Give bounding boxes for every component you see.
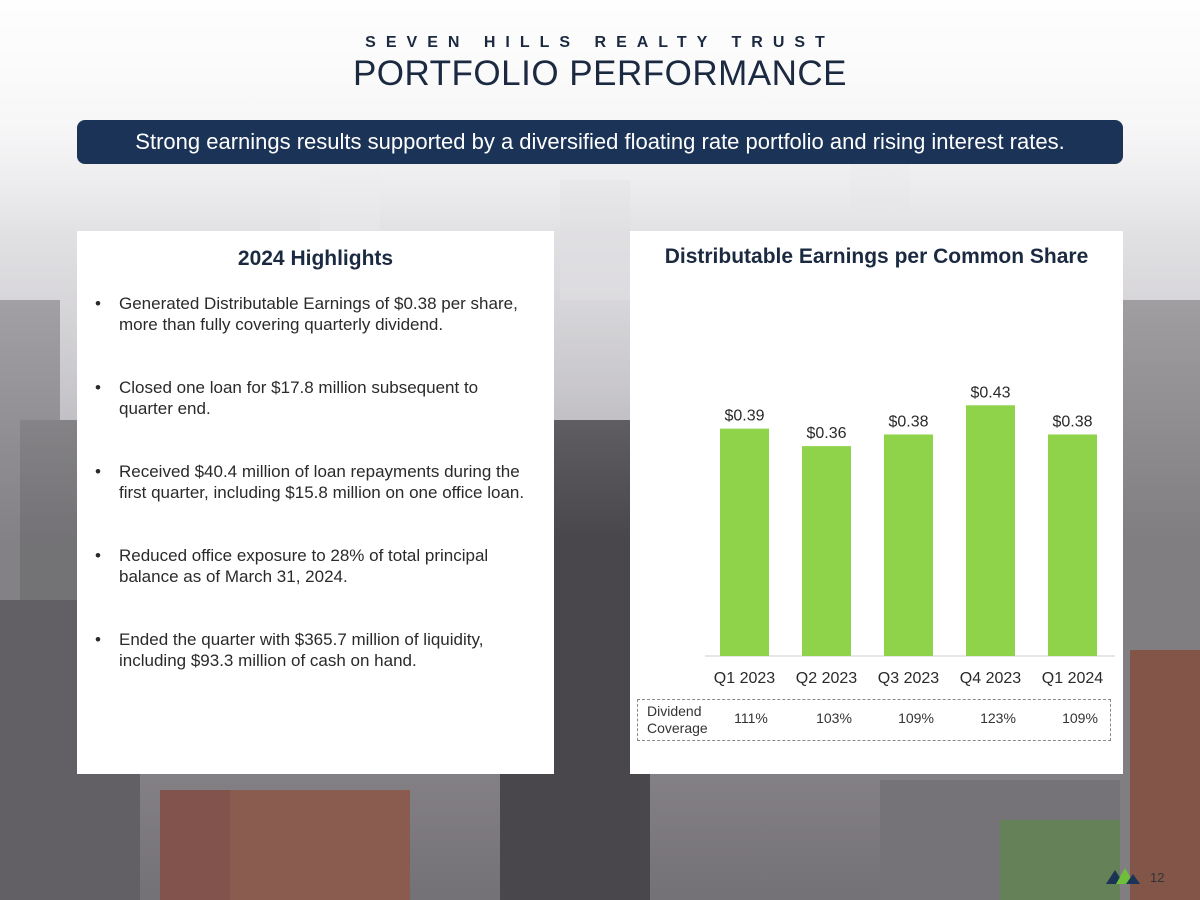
x-tick-label: Q1 2024 [1042, 670, 1103, 687]
brand-name: SEVEN HILLS REALTY TRUST [365, 34, 835, 51]
coverage-value: 123% [980, 710, 1016, 726]
list-item: • Ended the quarter with $365.7 million o… [95, 629, 535, 671]
bullet-icon: • [95, 546, 101, 565]
data-label: $0.36 [806, 425, 846, 442]
coverage-value: 111% [734, 710, 768, 726]
bullet-icon: • [95, 630, 101, 649]
x-tick-label: Q1 2023 [714, 670, 775, 687]
bar-chart: $0.39 Q1 2023 $0.36 Q2 2023 $0.38 Q3 2023 $0.4… [705, 384, 1115, 687]
bar-q4-2023 [966, 405, 1015, 656]
summary-banner: Strong earnings results supported by a d… [77, 120, 1123, 164]
chart-title: Distributable Earnings per Common Share [664, 245, 1089, 268]
data-label: $0.38 [1052, 413, 1092, 430]
bar-q2-2023 [802, 446, 851, 656]
bullet-icon: • [95, 378, 101, 397]
data-label: $0.39 [724, 408, 764, 425]
page-title: PORTFOLIO PERFORMANCE [352, 54, 848, 93]
list-item: • Closed one loan for $17.8 million subse… [95, 377, 535, 419]
list-item-text: Reduced office exposure to 28% of total … [119, 546, 489, 586]
list-item: • Generated Distributable Earnings of $0.… [95, 293, 535, 335]
bar-q1-2023 [720, 428, 769, 656]
bullet-icon: • [95, 294, 101, 313]
bar-q3-2023 [884, 434, 933, 656]
highlights-list: • Generated Distributable Earnings of $0.… [95, 293, 535, 713]
bar-q1-2024 [1048, 434, 1097, 656]
chart-card: Distributable Earnings per Common Share … [630, 231, 1123, 774]
x-tick-label: Q2 2023 [796, 670, 857, 687]
dividend-coverage-row: Dividend Coverage 111% 103% 109% 123% 10… [637, 699, 1111, 741]
list-item-text: Closed one loan for $17.8 million subseq… [119, 378, 479, 418]
coverage-value: 103% [816, 710, 852, 726]
coverage-value: 109% [898, 710, 934, 726]
list-item-text: Generated Distributable Earnings of $0.3… [119, 294, 518, 334]
list-item-text: Ended the quarter with $365.7 million of… [119, 630, 484, 670]
data-label: $0.38 [888, 413, 928, 430]
highlights-card: 2024 Highlights • Generated Distributable… [77, 231, 554, 774]
bullet-icon: • [95, 462, 101, 481]
page-number: 12 [1150, 870, 1165, 885]
x-tick-label: Q3 2023 [878, 670, 939, 687]
list-item: • Received $40.4 million of loan repaymen… [95, 461, 535, 503]
mountain-logo-icon [1106, 868, 1140, 884]
x-tick-label: Q4 2023 [960, 670, 1021, 687]
highlights-heading: 2024 Highlights [237, 247, 394, 270]
coverage-value: 109% [1062, 710, 1098, 726]
list-item-text: Received $40.4 million of loan repayment… [119, 462, 525, 502]
list-item: • Reduced office exposure to 28% of total… [95, 545, 535, 587]
dividend-coverage-label: Dividend Coverage [647, 703, 708, 736]
data-label: $0.43 [970, 384, 1010, 401]
